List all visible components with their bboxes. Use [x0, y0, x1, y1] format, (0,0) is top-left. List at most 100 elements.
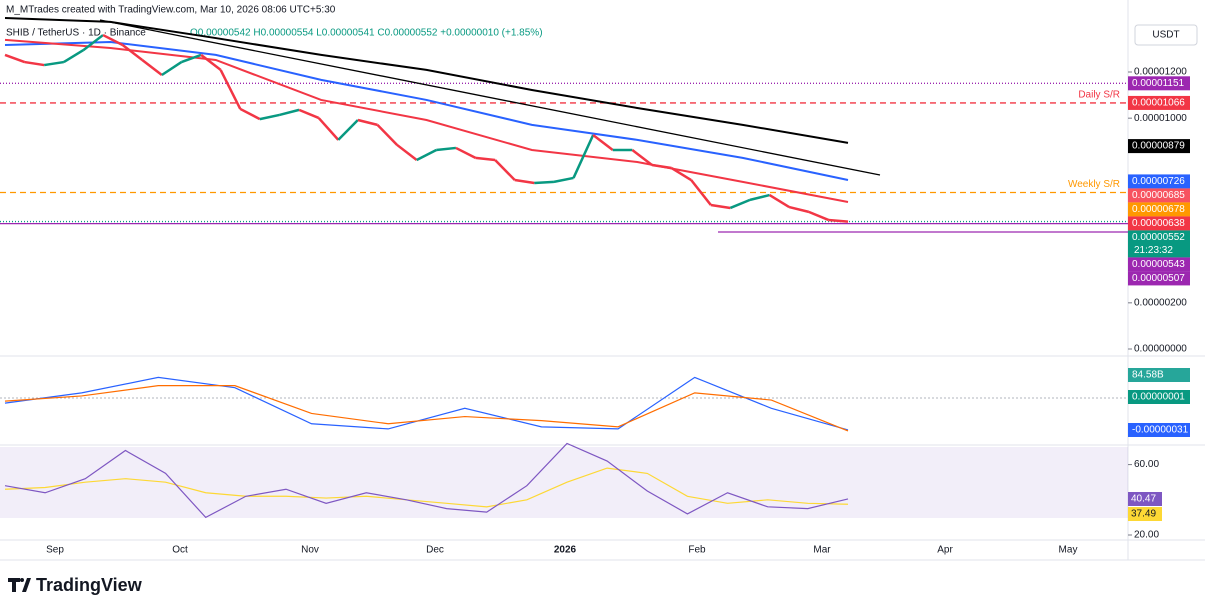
price-segment: [534, 180, 555, 185]
price-segment: [749, 193, 770, 202]
price-segment: [514, 178, 535, 185]
price-segment: [357, 118, 378, 127]
price-segment: [337, 119, 359, 141]
price-label: 0.00000726: [1132, 176, 1185, 187]
price-segment: [141, 59, 163, 76]
price-segment: [651, 163, 672, 170]
price-label: 0.00000685: [1132, 190, 1185, 201]
countdown: 21:23:32: [1134, 245, 1173, 256]
credit: M_MTrades created with TradingView.com, …: [6, 5, 336, 16]
rsi_ma-line: [4, 467, 849, 508]
macd-line: [4, 376, 849, 431]
price-segment: [82, 34, 104, 52]
indicator-label: -0.00000031: [1132, 425, 1189, 436]
price-segment: [768, 193, 790, 209]
x-tick-label: May: [1059, 545, 1078, 556]
price-segment: [4, 53, 26, 64]
x-tick-label: Dec: [426, 545, 444, 556]
x-tick-label: Nov: [301, 545, 319, 556]
price-segment: [121, 43, 143, 61]
x-tick-label: Apr: [937, 545, 953, 556]
y-tick-label: 0.00001000: [1134, 113, 1187, 124]
indicator-label: 40.47: [1131, 494, 1156, 505]
indicator-label-box: [1128, 492, 1162, 506]
price-segment: [161, 61, 183, 77]
level-note: Weekly S/R: [1068, 179, 1120, 190]
price-segment: [200, 53, 222, 71]
price-segment: [631, 149, 653, 167]
price-segment: [592, 134, 614, 152]
price-label-box: [1128, 257, 1190, 272]
y-tick-label: 0.00000200: [1134, 297, 1187, 308]
price-label-box: [1128, 188, 1190, 203]
price-segment: [455, 146, 477, 159]
price-label-box: [1128, 216, 1190, 231]
x-tick-label: 2026: [554, 545, 577, 556]
y-tick-label: 60.00: [1134, 459, 1159, 470]
price-segment: [279, 108, 300, 117]
frame: USDT M_MTrades created with TradingView.…: [0, 0, 1205, 595]
price-label-box: [1128, 95, 1190, 110]
indicator-label: 37.49: [1131, 509, 1156, 520]
rsi-line: [4, 442, 849, 519]
logo: TradingView: [8, 575, 143, 595]
price-segment: [317, 117, 340, 141]
indicator-label: 0.00000001: [1132, 392, 1185, 403]
price-segment: [690, 179, 712, 206]
level-note: Daily S/R: [1078, 90, 1120, 101]
price-segment: [710, 203, 731, 210]
rsi-band: [0, 447, 1128, 518]
price-segment: [808, 210, 829, 222]
price-label: 0.00001066: [1132, 98, 1185, 109]
price-segment: [24, 60, 45, 67]
y-tick-label: 0.00001200: [1134, 67, 1187, 78]
price-segment: [729, 198, 751, 210]
x-tick-label: Oct: [172, 545, 188, 556]
price-label-box: [1128, 230, 1190, 258]
x-tick-label: Mar: [813, 545, 831, 556]
logo-icon: [8, 578, 31, 592]
currency-button[interactable]: [1134, 24, 1198, 46]
price-segment: [44, 60, 65, 67]
price-label-box: [1128, 139, 1190, 154]
price-segment: [181, 53, 202, 64]
y-tick-label: 0.00000000: [1134, 344, 1187, 355]
price-segment: [828, 218, 849, 223]
price-segment: [298, 108, 320, 120]
price-segment: [102, 33, 124, 47]
indicator-label: 84.58B: [1132, 370, 1164, 381]
moving-average: [4, 38, 849, 203]
logo-text: TradingView: [36, 575, 143, 595]
indicator-label-box: [1128, 390, 1190, 404]
moving-average: [4, 16, 849, 144]
moving-average: [4, 40, 849, 182]
indicator-label-box: [1128, 368, 1190, 382]
price-segment: [396, 143, 418, 161]
price-label: 0.00001151: [1132, 78, 1185, 89]
price-segment: [259, 113, 280, 121]
price-segment: [670, 166, 692, 182]
logo-icon-dot: [20, 578, 24, 582]
price-segment: [572, 134, 595, 179]
price-segment: [63, 49, 85, 64]
price-label-box: [1128, 271, 1190, 286]
indicator-label-box: [1128, 507, 1162, 521]
currency: USDT: [1152, 30, 1179, 41]
price-segment: [219, 69, 242, 110]
price-segment: [553, 176, 574, 184]
trendline: [99, 19, 881, 176]
price-label: 0.00000507: [1132, 273, 1185, 284]
indicator-label-box: [1128, 423, 1190, 437]
price-segment: [494, 159, 516, 181]
price-segment: [436, 146, 457, 152]
price-label: 0.00000552: [1132, 232, 1185, 243]
price-segment: [788, 205, 810, 214]
price-label: 0.00000678: [1132, 204, 1185, 215]
x-tick-label: Feb: [688, 545, 706, 556]
price-label-box: [1128, 202, 1190, 217]
price-segment: [475, 156, 496, 162]
price-label: 0.00000543: [1132, 259, 1185, 270]
price-label: 0.00000638: [1132, 218, 1185, 229]
price-segment: [376, 123, 398, 146]
